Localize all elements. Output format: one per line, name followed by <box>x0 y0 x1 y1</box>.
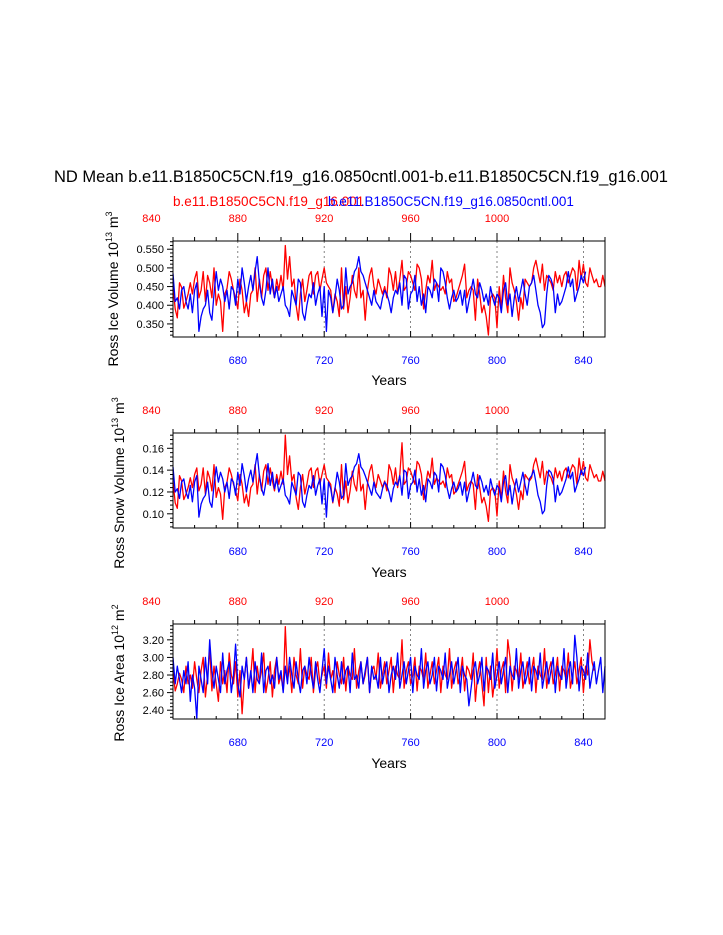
chart-panel-1: 680 720 760 800 840 840 880 920 960 1000 0.350 0.40… <box>104 211 606 388</box>
x-top-tick-label: 880 <box>229 596 247 608</box>
x-top-tick-label: 840 <box>142 405 160 417</box>
chart-panel-2: 680 720 760 800 840 840 880 920 960 1000 0.10 0.12 0… <box>110 397 606 580</box>
page-title: ND Mean b.e11.B1850C5CN.f19_g16.0850cntl… <box>54 168 668 186</box>
y-tick-label: 0.12 <box>143 487 164 499</box>
x-top-tick-label: 960 <box>401 213 419 225</box>
y-tick-label: 2.60 <box>143 688 164 700</box>
y-tick-label: 0.10 <box>143 509 164 521</box>
x-bottom-tick-label: 680 <box>229 546 247 558</box>
y-axis-label: Ross Ice Area 1012 m2 <box>110 604 127 741</box>
x-bottom-tick-label: 800 <box>488 737 506 749</box>
series-line-blue <box>172 256 587 333</box>
x-top-tick-label: 1000 <box>485 213 509 225</box>
y-tick-label: 3.20 <box>143 635 164 647</box>
legend-blue-label: b.e11.B1850C5CN.f19_g16.0850cntl.001 <box>328 194 574 209</box>
x-bottom-tick-label: 840 <box>574 355 592 367</box>
x-top-tick-label: 1000 <box>485 405 509 417</box>
x-top-tick-label: 920 <box>315 405 333 417</box>
y-tick-label: 0.400 <box>136 300 164 312</box>
x-top-tick-label: 920 <box>315 213 333 225</box>
x-axis-label: Years <box>371 755 406 771</box>
y-tick-label: 0.450 <box>136 282 164 294</box>
panels: 680 720 760 800 840 840 880 920 960 1000 0.350 0.40… <box>104 211 606 771</box>
x-top-tick-label: 960 <box>401 405 419 417</box>
x-top-tick-label: 920 <box>315 596 333 608</box>
x-bottom-tick-label: 760 <box>401 737 419 749</box>
x-top-tick-label: 840 <box>142 213 160 225</box>
series-line-red <box>172 625 595 715</box>
x-bottom-tick-label: 760 <box>401 355 419 367</box>
x-top-tick-label: 840 <box>142 596 160 608</box>
x-bottom-tick-label: 680 <box>229 355 247 367</box>
series-line-red <box>172 434 606 523</box>
y-tick-label: 0.500 <box>136 263 164 275</box>
x-bottom-tick-label: 840 <box>574 737 592 749</box>
x-bottom-tick-label: 680 <box>229 737 247 749</box>
series-line-blue <box>172 453 587 518</box>
x-bottom-tick-label: 720 <box>315 737 333 749</box>
y-tick-label: 0.14 <box>143 465 164 477</box>
y-axis-label: Ross Ice Volume 1013 m3 <box>104 211 121 366</box>
x-bottom-tick-label: 800 <box>488 546 506 558</box>
y-tick-label: 2.40 <box>143 705 164 717</box>
y-tick-label: 2.80 <box>143 670 164 682</box>
x-bottom-tick-label: 760 <box>401 546 419 558</box>
y-tick-label: 0.550 <box>136 244 164 256</box>
y-axis-label: Ross Snow Volume 1013 m3 <box>110 397 127 568</box>
x-bottom-tick-label: 840 <box>574 546 592 558</box>
series-line-blue <box>172 634 606 720</box>
legend-red-label: b.e11.B1850C5CN.f19_g16.001 <box>173 194 364 209</box>
x-bottom-tick-label: 720 <box>315 546 333 558</box>
x-top-tick-label: 880 <box>229 405 247 417</box>
y-tick-label: 0.16 <box>143 443 164 455</box>
x-top-tick-label: 960 <box>401 596 419 608</box>
x-bottom-tick-label: 720 <box>315 355 333 367</box>
x-top-tick-label: 880 <box>229 213 247 225</box>
y-tick-label: 0.350 <box>136 319 164 331</box>
chart-panel-3: 680 720 760 800 840 840 880 920 960 1000 2.40 2.60 2… <box>110 596 606 771</box>
y-tick-label: 3.00 <box>143 652 164 664</box>
x-top-tick-label: 1000 <box>485 596 509 608</box>
x-bottom-tick-label: 800 <box>488 355 506 367</box>
series-line-red <box>172 244 606 336</box>
x-axis-label: Years <box>371 372 406 388</box>
x-axis-label: Years <box>371 564 406 580</box>
